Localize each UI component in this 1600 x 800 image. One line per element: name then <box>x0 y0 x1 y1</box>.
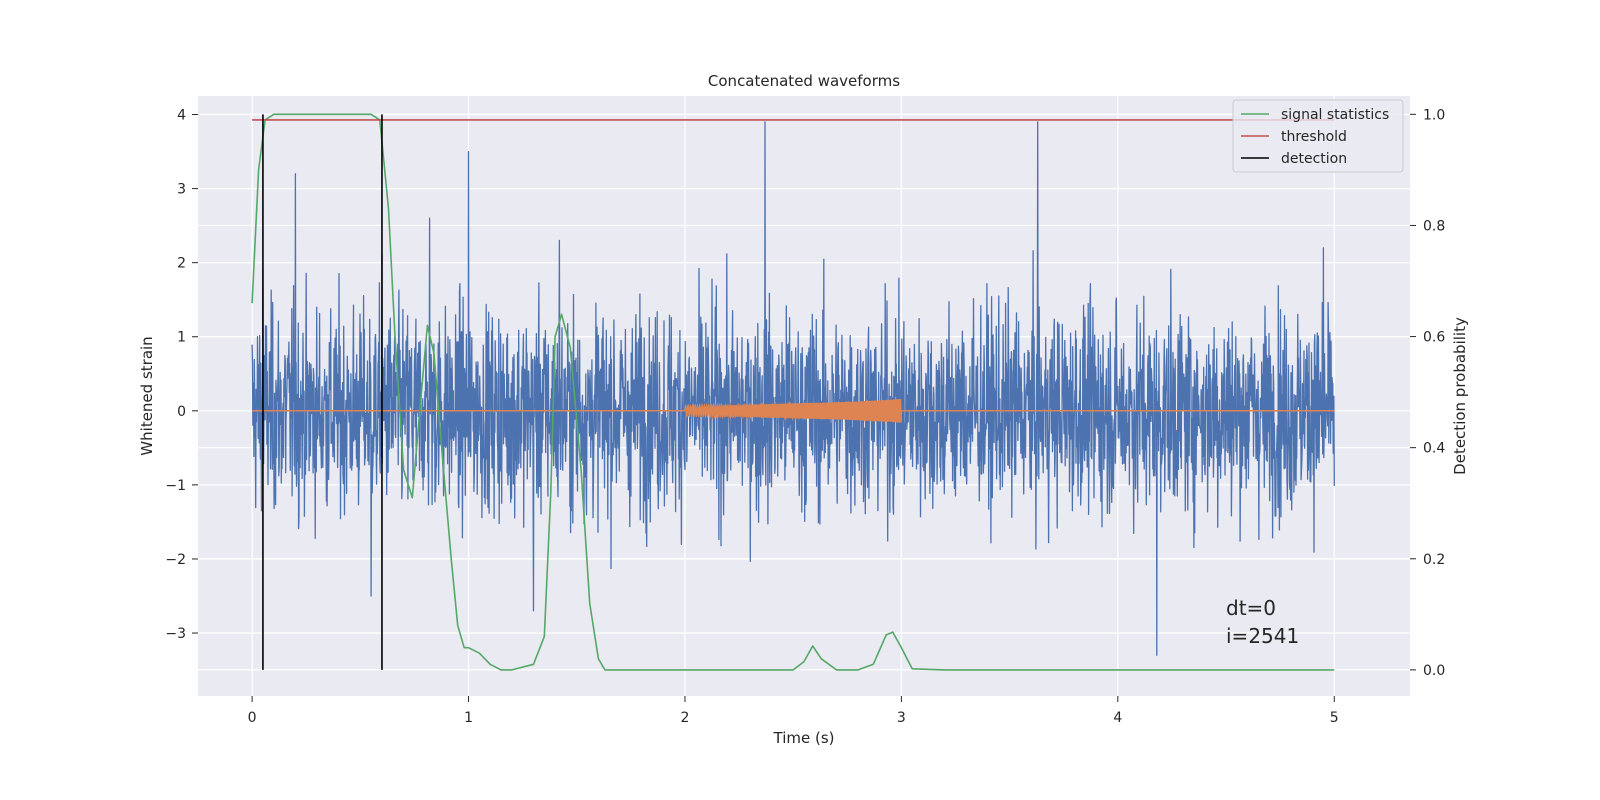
y-tick-label: −1 <box>165 478 186 494</box>
annotation-index: i=2541 <box>1226 624 1299 648</box>
y2-tick-label: 0.6 <box>1423 330 1445 346</box>
x-tick-label: 4 <box>1113 710 1122 726</box>
chart-title: Concatenated waveforms <box>708 72 900 90</box>
legend-label-detection: detection <box>1281 151 1347 167</box>
y2-tick-label: 1.0 <box>1423 107 1445 123</box>
y2-axis-label: Detection probability <box>1451 317 1469 475</box>
x-tick-label: 1 <box>464 710 473 726</box>
y2-tick-label: 0.8 <box>1423 218 1445 234</box>
series-chirp-line <box>252 398 1335 424</box>
x-tick-label: 5 <box>1330 710 1339 726</box>
legend-label-signal-statistics: signal statistics <box>1281 107 1389 123</box>
x-tick-label: 0 <box>248 710 257 726</box>
annotation-dt: dt=0 <box>1226 596 1276 620</box>
x-tick-label: 3 <box>897 710 906 726</box>
legend-label-threshold: threshold <box>1281 129 1347 145</box>
y-tick-label: 0 <box>177 404 186 420</box>
series-whitened-strain-line <box>251 121 1335 656</box>
legend: signal statistics threshold detection <box>1232 99 1404 173</box>
y-tick-label: 3 <box>177 182 186 198</box>
y2-tick-label: 0.4 <box>1423 441 1445 457</box>
y-axis-label: Whitened strain <box>138 336 156 455</box>
y-tick-label: −3 <box>165 626 186 642</box>
y-tick-label: −2 <box>165 552 186 568</box>
y-tick-label: 1 <box>177 330 186 346</box>
y-tick-label: 4 <box>177 108 186 124</box>
y2-tick-label: 0.0 <box>1423 663 1445 679</box>
ticks: 0 1 2 3 4 5 −3 −2 −1 0 1 2 3 4 0.0 0.2 0.4 0.6 0.8 1.0 <box>165 107 1445 726</box>
series-layer <box>251 113 1335 671</box>
x-axis-label: Time (s) <box>773 729 835 747</box>
y-tick-label: 2 <box>177 256 186 272</box>
y2-tick-label: 0.2 <box>1423 552 1445 568</box>
series-signal-statistics-line <box>251 113 1335 671</box>
legend-box <box>1232 99 1404 173</box>
x-tick-label: 2 <box>681 710 690 726</box>
